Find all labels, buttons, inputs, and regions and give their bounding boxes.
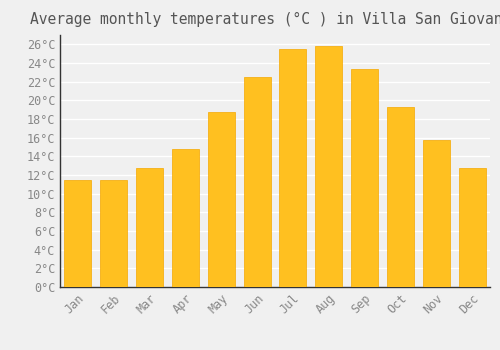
- Bar: [100, 180, 127, 287]
- Bar: [423, 140, 450, 287]
- Bar: [316, 46, 342, 287]
- Bar: [172, 149, 199, 287]
- Bar: [280, 49, 306, 287]
- Title: Average monthly temperatures (°C ) in Villa San Giovanni: Average monthly temperatures (°C ) in Vi…: [30, 12, 500, 27]
- Bar: [458, 168, 485, 287]
- Bar: [136, 168, 163, 287]
- Bar: [208, 112, 234, 287]
- Bar: [64, 180, 92, 287]
- Bar: [351, 69, 378, 287]
- Bar: [387, 107, 414, 287]
- Bar: [244, 77, 270, 287]
